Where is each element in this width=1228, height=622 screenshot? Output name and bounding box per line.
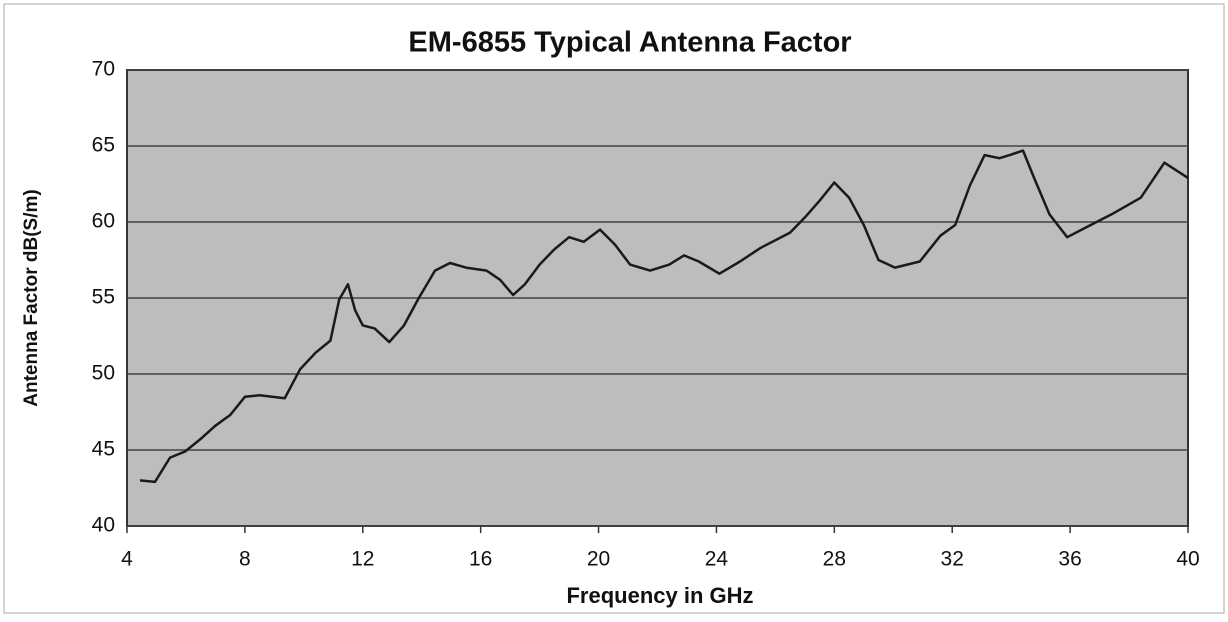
data-line [139,149,1189,484]
x-tick-label: 20 [587,548,610,571]
y-tick-label: 45 [92,438,115,461]
x-tick-label: 32 [941,548,964,571]
x-axis-label: Frequency in GHz [566,583,753,608]
x-tick-label: 40 [1176,548,1199,571]
x-tick-label: 36 [1058,548,1081,571]
x-tick-label: 8 [239,548,251,571]
y-axis-label: Antenna Factor dB(S/m) [21,189,42,406]
x-tick-label: 16 [469,548,492,571]
y-tick-label: 40 [92,514,115,537]
x-tick-label: 24 [705,548,729,571]
chart-title: EM-6855 Typical Antenna Factor [408,27,851,59]
x-tick-label: 12 [351,548,374,571]
y-tick-label: 65 [92,134,115,157]
y-tick-label: 60 [92,210,115,233]
x-tick-label: 28 [823,548,846,571]
y-tick-label: 70 [92,58,115,81]
x-tick-label: 4 [121,548,133,571]
y-tick-label: 50 [92,362,115,385]
y-tick-label: 55 [92,286,115,309]
